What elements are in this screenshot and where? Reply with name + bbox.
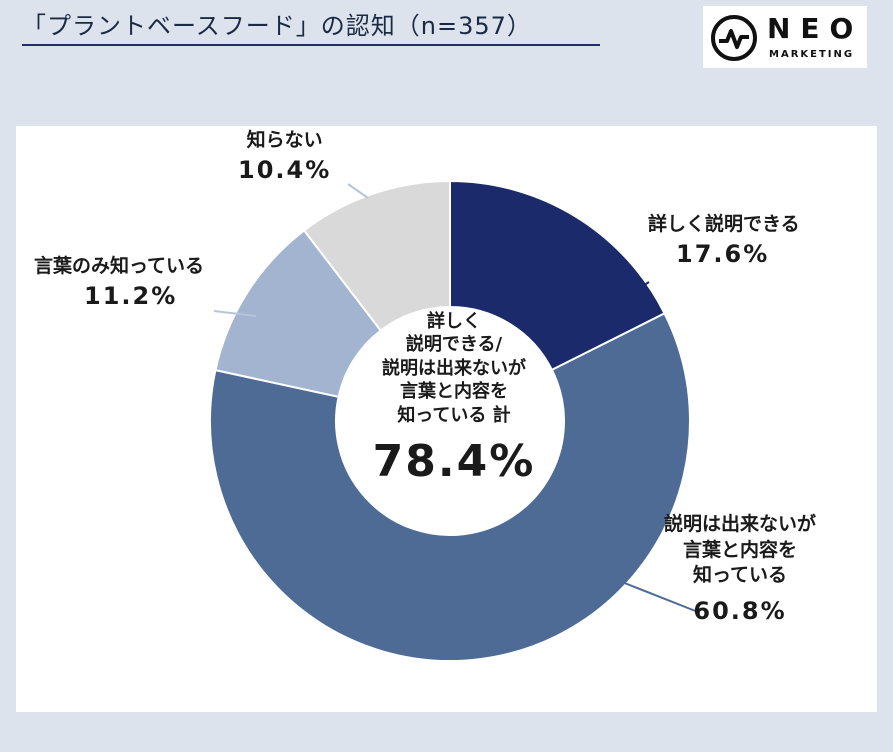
donut-slice-unaware — [302, 179, 451, 332]
donut-slice-know-content — [209, 312, 691, 662]
center-line-3: 説明は出来ないが — [382, 357, 526, 379]
title-underline — [22, 44, 600, 46]
leader-line-know-content — [621, 581, 699, 613]
label-know-content-value: 60.8% — [693, 596, 787, 625]
leader-line-word-only — [213, 310, 257, 317]
label-explain-name: 詳しく説明できる — [648, 213, 800, 235]
center-line-1: 詳しく — [427, 311, 481, 332]
donut-chart — [209, 179, 699, 662]
label-know-content: 説明は出来ないが 言葉と内容を 知っている 60.8% — [664, 512, 816, 627]
label-know-content-line1: 説明は出来ないが — [664, 513, 817, 535]
label-know-content-line2: 言葉と内容を — [683, 538, 798, 561]
label-word-only-value: 11.2% — [84, 281, 178, 310]
label-unaware-value: 10.4% — [238, 155, 332, 184]
neo-marketing-logo: NEO MARKETING — [703, 6, 867, 68]
logo-pulse-icon — [711, 15, 757, 61]
center-line-4: 言葉と内容を — [400, 381, 508, 403]
donut-slice-explain — [449, 179, 666, 372]
label-explain-value: 17.6% — [676, 239, 770, 268]
leader-line-unaware — [347, 183, 369, 199]
logo-wordmark: NEO — [767, 12, 864, 45]
leader-line-explain — [597, 281, 650, 317]
page-title: 「プラントベースフード」の認知（n=357） — [22, 12, 532, 40]
center-line-5: 知っている 計 — [397, 404, 511, 426]
donut-center-summary: 詳しく 説明できる/ 説明は出来ないが 言葉と内容を 知っている 計 78.4% — [364, 310, 544, 490]
logo-subtitle: MARKETING — [769, 49, 855, 60]
label-unaware: 知らない 10.4% — [238, 128, 331, 186]
label-know-content-line3: 知っている — [692, 564, 788, 587]
label-word-only: 言葉のみ知っている 11.2% — [34, 254, 204, 312]
center-total-value: 78.4% — [372, 435, 536, 487]
chart-card: 知らない 10.4% 詳しく説明できる 17.6% 言葉のみ知っている 11.2… — [16, 126, 877, 712]
label-word-only-name: 言葉のみ知っている — [34, 255, 205, 277]
label-unaware-name: 知らない — [246, 129, 323, 151]
center-line-2: 説明できる/ — [405, 334, 503, 356]
label-explain: 詳しく説明できる 17.6% — [648, 212, 800, 270]
